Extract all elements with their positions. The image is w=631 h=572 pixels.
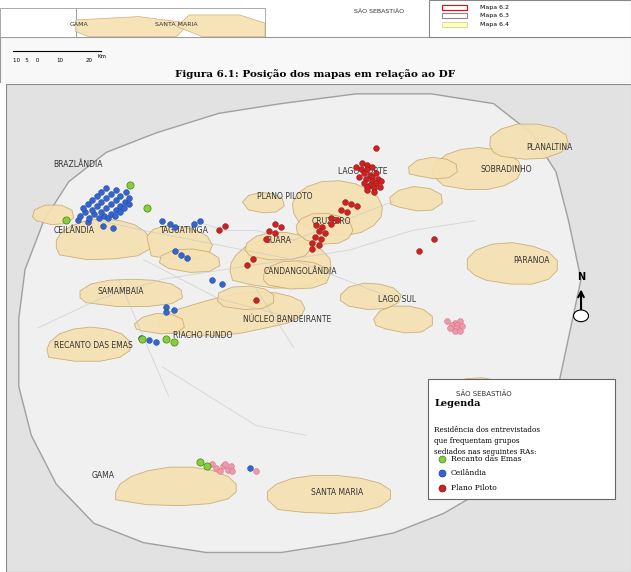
Polygon shape: [80, 279, 182, 307]
Polygon shape: [409, 157, 457, 178]
Text: GAMA: GAMA: [91, 471, 115, 480]
Polygon shape: [147, 225, 213, 260]
Text: Plano Piloto: Plano Piloto: [451, 484, 497, 492]
Polygon shape: [76, 8, 265, 37]
Polygon shape: [468, 243, 557, 284]
Polygon shape: [341, 283, 401, 309]
Text: SANTA MARIA: SANTA MARIA: [311, 488, 363, 498]
Text: GUARA: GUARA: [264, 236, 292, 245]
Polygon shape: [115, 467, 236, 506]
Text: CRUZEIRO: CRUZEIRO: [312, 217, 351, 226]
Polygon shape: [296, 213, 353, 244]
Text: SÃO SEBASTIÃO: SÃO SEBASTIÃO: [456, 391, 512, 398]
FancyBboxPatch shape: [428, 379, 615, 499]
Text: PARANOA: PARANOA: [513, 256, 550, 265]
Polygon shape: [76, 17, 189, 37]
Bar: [429, 0, 631, 37]
Text: SANTA MARIA: SANTA MARIA: [155, 22, 198, 27]
Polygon shape: [390, 186, 442, 211]
Text: CANDANGOLÂNDIA: CANDANGOLÂNDIA: [263, 268, 337, 276]
Polygon shape: [134, 313, 184, 334]
Text: LAGO NORTE: LAGO NORTE: [338, 168, 387, 176]
Polygon shape: [56, 219, 151, 260]
Text: Residência dos entrevistados
que frequentam grupos
sediados nas seguintes RAs:: Residência dos entrevistados que frequen…: [434, 426, 540, 456]
Bar: [442, 5, 467, 10]
Text: N: N: [577, 272, 585, 281]
Text: Figura 6.1: Posição dos mapas em relação ao DF: Figura 6.1: Posição dos mapas em relação…: [175, 69, 456, 79]
Polygon shape: [264, 261, 330, 289]
Text: RIACHO FUNDO: RIACHO FUNDO: [174, 331, 233, 340]
Text: BRAZLÂNDIA: BRAZLÂNDIA: [54, 160, 103, 169]
Polygon shape: [158, 292, 305, 336]
Polygon shape: [218, 286, 274, 309]
Polygon shape: [0, 8, 76, 37]
Bar: [442, 13, 467, 18]
Text: SOBRADINHO: SOBRADINHO: [480, 165, 532, 174]
Text: PLANO PILOTO: PLANO PILOTO: [257, 192, 312, 201]
Circle shape: [574, 310, 589, 321]
Text: Mapa 6.3: Mapa 6.3: [480, 13, 509, 18]
Polygon shape: [440, 378, 517, 416]
Polygon shape: [490, 124, 569, 159]
Text: Mapa 6.2: Mapa 6.2: [480, 5, 509, 10]
Text: SÃO SEBASTIÃO: SÃO SEBASTIÃO: [353, 9, 404, 14]
Polygon shape: [292, 181, 382, 235]
Polygon shape: [242, 192, 285, 213]
Bar: [0, 37, 631, 83]
Text: LAGO SUL: LAGO SUL: [378, 295, 416, 304]
Text: RECANTO DAS EMAS: RECANTO DAS EMAS: [54, 340, 133, 349]
Text: CEILÂNDIA: CEILÂNDIA: [53, 226, 94, 235]
Text: GAMA: GAMA: [69, 22, 88, 27]
Text: PLANALTINA: PLANALTINA: [527, 143, 573, 152]
Text: Ceilândia: Ceilândia: [451, 470, 487, 478]
Polygon shape: [19, 94, 581, 553]
Polygon shape: [374, 306, 432, 333]
Polygon shape: [160, 249, 220, 272]
Text: Mapa 6.4: Mapa 6.4: [480, 22, 509, 26]
Polygon shape: [177, 15, 265, 37]
Text: Legenda: Legenda: [434, 399, 481, 408]
Polygon shape: [230, 239, 331, 288]
Text: SÃO SEBASTIÃO: SÃO SEBASTIÃO: [451, 407, 512, 415]
Text: Km: Km: [98, 54, 107, 59]
Text: NÚCLEO BANDEIRANTE: NÚCLEO BANDEIRANTE: [244, 315, 331, 324]
Bar: [442, 22, 467, 26]
Polygon shape: [268, 475, 391, 514]
Polygon shape: [245, 232, 311, 260]
Polygon shape: [33, 205, 74, 225]
Polygon shape: [432, 148, 522, 189]
Text: 10   5    0: 10 5 0: [13, 58, 39, 63]
Text: Recanto das Emas: Recanto das Emas: [451, 455, 522, 463]
Text: 10: 10: [57, 58, 64, 63]
Text: SAMAMBAIA: SAMAMBAIA: [97, 287, 144, 296]
Text: TAGUATINGA: TAGUATINGA: [160, 226, 209, 235]
Text: 20: 20: [85, 58, 92, 63]
Polygon shape: [47, 327, 130, 362]
